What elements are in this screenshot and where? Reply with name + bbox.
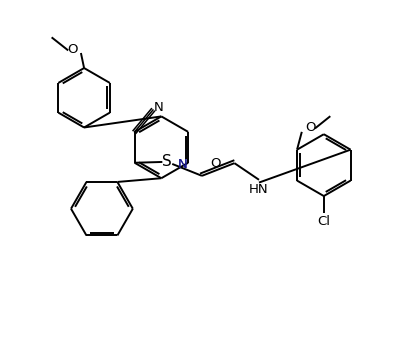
Text: Cl: Cl bbox=[317, 215, 330, 228]
Text: O: O bbox=[211, 157, 221, 170]
Text: N: N bbox=[154, 101, 164, 114]
Text: N: N bbox=[178, 158, 187, 171]
Text: S: S bbox=[162, 154, 172, 169]
Text: HN: HN bbox=[249, 183, 269, 196]
Text: N: N bbox=[178, 158, 187, 171]
Text: O: O bbox=[305, 121, 316, 134]
Text: O: O bbox=[67, 43, 78, 56]
